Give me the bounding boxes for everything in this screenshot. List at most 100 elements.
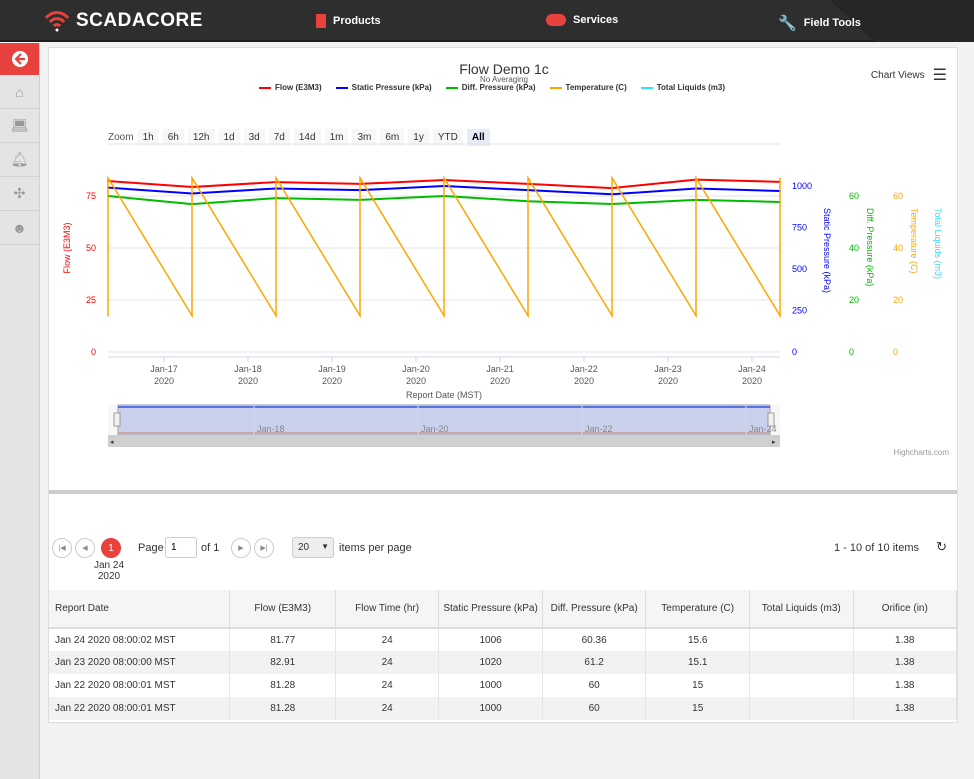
page-size-select[interactable]: 20 ▼ <box>292 537 334 558</box>
sidebar: ⌂ 💻︎ 🔔︎ ✣ ☻ <box>0 43 40 779</box>
column-header[interactable]: Temperature (C) <box>645 590 751 629</box>
data-table: Report Date Flow (E3M3) Flow Time (hr) Stat… <box>49 590 957 720</box>
zoom-button-3d[interactable]: 3d <box>243 129 265 146</box>
navigator-handle-right[interactable] <box>767 412 775 427</box>
refresh-icon[interactable]: ↻ <box>936 539 947 554</box>
zoom-button-6h[interactable]: 6h <box>162 129 184 146</box>
axis-title-2: Diff. Pressure (kPa) <box>865 208 875 286</box>
zoom-button-ytd[interactable]: YTD <box>432 129 463 146</box>
temperature-axis-tick: 60 <box>893 191 903 201</box>
table-cell: 81.28 <box>229 697 336 720</box>
brand-name: SCADACORE <box>76 10 203 31</box>
temperature-point <box>359 314 361 317</box>
zoom-button-6m[interactable]: 6m <box>380 129 405 146</box>
flow-axis-tick: 75 <box>86 191 96 201</box>
table-cell: 1000 <box>438 697 543 720</box>
nav-services[interactable]: Services <box>546 14 618 26</box>
chart-views-label: Chart Views <box>870 69 925 81</box>
zoom-button-12h[interactable]: 12h <box>187 129 215 146</box>
nav-products[interactable]: Products <box>316 14 381 28</box>
page-input[interactable] <box>165 537 197 558</box>
nav-label: Services <box>573 14 619 26</box>
next-page-button[interactable]: ▶ <box>231 538 251 558</box>
static-pressure-axis-tick: 250 <box>792 306 807 316</box>
sidebar-item-home[interactable]: ⌂ <box>0 75 39 109</box>
chart-canvas[interactable]: 0 25 50 75 Flow (E3M3) 0 250 500 750 1000 0 20 40 60 0… <box>49 48 957 468</box>
brand-logo[interactable]: SCADACORE <box>44 10 203 32</box>
legend-item-static-pressure[interactable]: Static Pressure (kPa) <box>335 83 432 92</box>
hamburger-icon: ☰ <box>932 67 947 84</box>
temperature-axis-tick: 40 <box>893 243 903 253</box>
zoom-button-all[interactable]: All <box>466 129 490 146</box>
sidebar-item-devices[interactable]: 💻︎ <box>0 109 39 143</box>
table-cell: 60 <box>542 674 647 697</box>
scrollbar[interactable] <box>108 435 780 447</box>
legend-item-flow[interactable]: Flow (E3M3) <box>259 83 322 92</box>
table-cell: 60 <box>542 697 647 720</box>
axis-title-3: Temperature (C) <box>909 208 919 274</box>
highcharts-credit[interactable]: Highcharts.com <box>893 448 949 457</box>
column-header[interactable]: Report Date <box>49 590 231 629</box>
axis-title-4: Total Liquids (m3) <box>933 208 943 279</box>
navigator-handle-left[interactable] <box>113 412 121 427</box>
table-row[interactable]: Jan 23 2020 08:00:00 MST 82.91 24 1020 61.2 1… <box>49 651 957 674</box>
axis-title-1: Static Pressure (kPa) <box>822 208 832 293</box>
x-tick-label: Jan-22 <box>570 364 598 374</box>
zoom-button-1y[interactable]: 1y <box>408 129 429 146</box>
chart-title: Flow Demo 1c <box>459 61 549 77</box>
home-icon: ⌂ <box>15 83 24 100</box>
table-cell: Jan 22 2020 08:00:01 MST <box>49 697 231 720</box>
zoom-button-1m[interactable]: 1m <box>324 129 349 146</box>
nav-field-tools[interactable]: 🔧 Field Tools <box>778 14 861 32</box>
legend-item-diff-pressure[interactable]: Diff. Pressure (kPa) <box>445 83 536 92</box>
table-cell: 24 <box>335 674 440 697</box>
temperature-point <box>275 314 277 317</box>
x-tick-year: 2020 <box>322 376 342 386</box>
cloud-icon <box>546 14 566 26</box>
chip-icon <box>316 14 326 28</box>
sidebar-item-user[interactable]: ☻ <box>0 211 39 245</box>
column-header[interactable]: Static Pressure (kPa) <box>438 590 543 629</box>
first-page-button[interactable]: |◀ <box>52 538 72 558</box>
navigator-tick: Jan-22 <box>585 424 613 434</box>
table-cell: 82.91 <box>229 651 336 674</box>
temperature-point <box>107 314 109 317</box>
x-tick-year: 2020 <box>154 376 174 386</box>
laptop-icon: 💻︎ <box>10 117 29 133</box>
sidebar-item-target[interactable]: ✣ <box>0 177 39 211</box>
table-row[interactable]: Jan 22 2020 08:00:01 MST 81.28 24 1000 60 15 1… <box>49 697 957 720</box>
table-cell <box>749 697 854 720</box>
page-count: of 1 <box>201 542 220 554</box>
zoom-button-3m[interactable]: 3m <box>352 129 377 146</box>
column-header[interactable]: Flow Time (hr) <box>335 590 440 629</box>
last-page-button[interactable]: ▶| <box>254 538 274 558</box>
page-1-button[interactable]: 1 <box>101 538 121 558</box>
nav-label: Field Tools <box>803 17 861 29</box>
column-header[interactable]: Orifice (in) <box>853 590 957 629</box>
prev-page-button[interactable]: ◀ <box>75 538 95 558</box>
sidebar-back-button[interactable] <box>0 43 39 75</box>
column-header[interactable]: Flow (E3M3) <box>229 590 336 629</box>
zoom-button-14d[interactable]: 14d <box>293 129 321 146</box>
section-divider[interactable] <box>49 490 957 494</box>
chart-views-menu[interactable]: Chart Views ☰ <box>871 65 947 85</box>
navigator-tick: Jan-18 <box>257 424 285 434</box>
table-cell: 60.36 <box>542 628 647 651</box>
legend-item-temperature[interactable]: Temperature (C) <box>549 83 627 92</box>
table-cell: 1000 <box>438 674 543 697</box>
x-tick-label: Jan-24 <box>738 364 766 374</box>
column-header[interactable]: Total Liquids (m3) <box>749 590 854 629</box>
sidebar-item-alarms[interactable]: 🔔︎ <box>0 143 39 177</box>
table-row[interactable]: Jan 22 2020 08:00:01 MST 81.28 24 1000 60 15 1… <box>49 674 957 697</box>
table-row[interactable]: Jan 24 2020 08:00:02 MST 81.77 24 1006 60.36… <box>49 628 957 651</box>
x-tick-label: Jan-17 <box>150 364 178 374</box>
table-cell: Jan 24 2020 08:00:02 MST <box>49 628 231 651</box>
zoom-button-7d[interactable]: 7d <box>268 129 290 146</box>
diff-pressure-axis-tick: 60 <box>849 191 859 201</box>
table-cell: 1.38 <box>853 674 957 697</box>
column-header[interactable]: Diff. Pressure (kPa) <box>542 590 647 629</box>
legend-item-total-liquids[interactable]: Total Liquids (m3) <box>640 83 725 92</box>
zoom-button-1d[interactable]: 1d <box>218 129 240 146</box>
zoom-button-1h[interactable]: 1h <box>137 129 159 146</box>
